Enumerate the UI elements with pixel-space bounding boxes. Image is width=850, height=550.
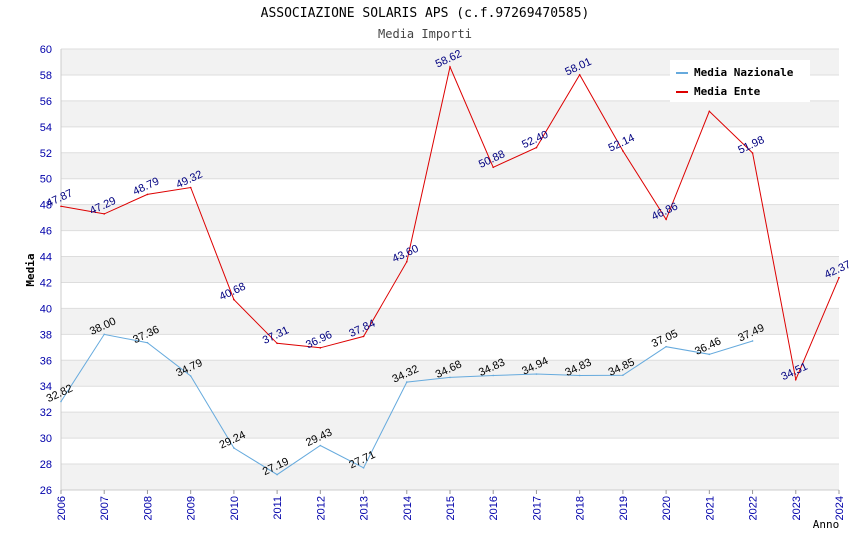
grid-band — [61, 308, 839, 335]
x-tick-label: 2024 — [834, 496, 846, 520]
data-label: 52.14 — [607, 132, 637, 155]
x-tick-label: 2014 — [402, 496, 414, 520]
x-tick-label: 2015 — [445, 496, 457, 520]
y-tick-label: 32 — [40, 407, 52, 419]
y-tick-label: 54 — [40, 122, 52, 134]
grid-band — [61, 464, 839, 490]
data-point — [233, 298, 235, 301]
y-axis-label: Media — [24, 253, 37, 286]
data-point — [708, 353, 711, 356]
y-tick-label: 38 — [40, 329, 52, 341]
data-point — [146, 193, 149, 196]
data-point — [189, 186, 192, 189]
y-tick-label: 44 — [40, 252, 52, 264]
data-point — [449, 66, 451, 68]
data-point — [708, 110, 711, 113]
x-tick-label: 2019 — [618, 496, 630, 520]
y-tick-label: 48 — [40, 200, 52, 212]
data-point — [319, 444, 322, 447]
y-tick-label: 58 — [40, 70, 52, 82]
data-point — [838, 276, 840, 279]
y-tick-label: 60 — [40, 44, 52, 56]
data-point — [665, 218, 667, 221]
x-tick-label: 2021 — [704, 496, 716, 520]
x-tick-label: 2016 — [488, 496, 500, 520]
x-tick-label: 2018 — [575, 496, 587, 520]
x-tick-label: 2007 — [99, 496, 111, 520]
legend-box — [670, 60, 810, 102]
data-point — [405, 260, 408, 263]
grid-band — [61, 100, 839, 127]
data-point — [276, 342, 278, 345]
grid-band — [61, 256, 839, 283]
grid-band — [61, 204, 839, 231]
y-tick-label: 30 — [40, 433, 52, 445]
data-point — [578, 374, 581, 377]
data-point — [449, 376, 451, 379]
data-point — [665, 345, 667, 348]
x-tick-label: 2023 — [791, 496, 803, 520]
x-tick-label: 2009 — [186, 496, 198, 520]
y-tick-label: 46 — [40, 226, 52, 238]
data-point — [60, 205, 62, 208]
data-point — [622, 374, 624, 377]
data-point — [622, 150, 624, 152]
data-point — [535, 373, 538, 375]
legend-label: Media Nazionale — [694, 66, 794, 79]
x-tick-label: 2012 — [315, 496, 327, 520]
data-point — [405, 381, 408, 383]
data-point — [276, 473, 278, 476]
data-point — [362, 335, 365, 338]
chart-subtitle: Media Importi — [378, 27, 472, 41]
x-tick-label: 2011 — [272, 496, 284, 520]
data-point — [794, 378, 797, 381]
data-point — [751, 340, 754, 342]
y-tick-label: 56 — [40, 96, 52, 108]
y-tick-label: 52 — [40, 148, 52, 160]
x-axis-label: Anno — [813, 518, 840, 531]
data-point — [578, 74, 581, 76]
y-tick-label: 36 — [40, 355, 52, 367]
y-tick-label: 26 — [40, 485, 52, 497]
y-tick-label: 40 — [40, 303, 52, 315]
y-tick-label: 42 — [40, 277, 52, 289]
data-point — [60, 400, 62, 403]
x-tick-label: 2022 — [748, 496, 760, 520]
data-point — [103, 333, 106, 336]
y-tick-label: 34 — [40, 381, 52, 393]
data-point — [233, 447, 235, 449]
x-tick-label: 2006 — [56, 496, 68, 520]
grid-band — [61, 412, 839, 439]
chart-title: ASSOCIAZIONE SOLARIS APS (c.f.9726947058… — [260, 6, 590, 21]
data-point — [751, 152, 754, 154]
y-tick-label: 28 — [40, 459, 52, 471]
data-point — [189, 375, 192, 377]
data-label: 40.68 — [218, 281, 248, 304]
data-point — [492, 166, 495, 169]
x-tick-label: 2008 — [142, 496, 154, 520]
x-tick-label: 2013 — [359, 496, 371, 520]
series-line-0 — [60, 333, 753, 476]
x-tick-label: 2010 — [229, 496, 241, 520]
data-point — [535, 146, 538, 149]
grid-band — [61, 152, 839, 179]
data-point — [492, 374, 495, 377]
grid-band — [61, 360, 839, 387]
data-point — [319, 347, 322, 349]
legend-label: Media Ente — [694, 85, 761, 98]
data-point — [103, 213, 106, 215]
x-tick-label: 2017 — [531, 496, 543, 520]
data-point — [146, 341, 149, 344]
data-point — [362, 467, 365, 469]
y-tick-label: 50 — [40, 174, 52, 186]
x-tick-label: 2020 — [661, 496, 673, 520]
